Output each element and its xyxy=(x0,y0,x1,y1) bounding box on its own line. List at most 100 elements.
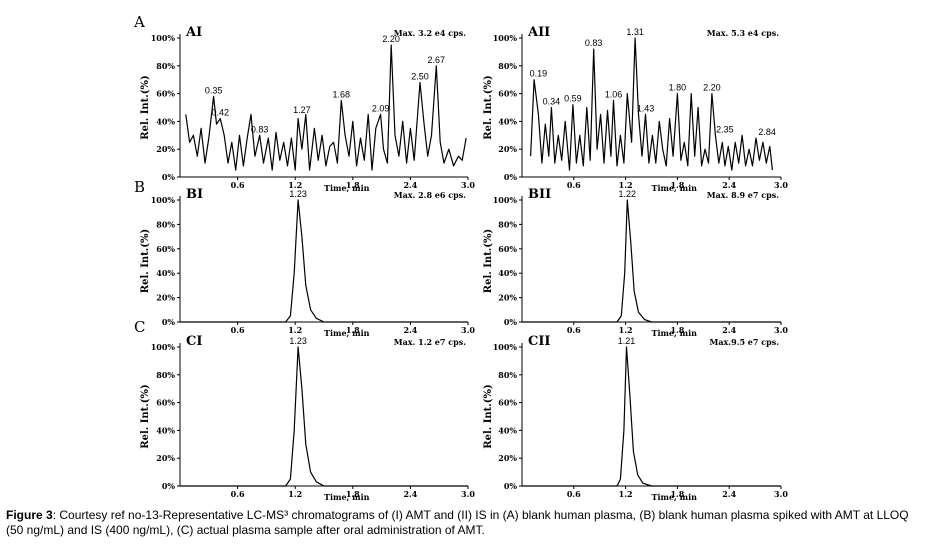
x-tick-label: 1.8 xyxy=(346,325,360,335)
x-tick-label: 2.4 xyxy=(722,325,736,335)
y-tick-label: 80% xyxy=(498,61,517,71)
y-tick-label: 100% xyxy=(151,33,176,43)
x-tick-label: 0.6 xyxy=(567,489,581,499)
x-axis-label: Time, min xyxy=(652,328,698,338)
x-tick-label: 3.0 xyxy=(461,489,475,499)
peak-label: 0.35 xyxy=(205,85,223,95)
x-tick-label: 3.0 xyxy=(774,325,788,335)
x-tick-label: 1.8 xyxy=(670,325,684,335)
y-axis-label: Rel. Int.(%) xyxy=(483,229,494,293)
y-tick-label: 60% xyxy=(156,244,175,254)
peak-label: 1.80 xyxy=(669,83,687,93)
x-tick-label: 1.2 xyxy=(288,325,302,335)
y-tick-label: 0% xyxy=(504,172,518,182)
panel-ci: 0% 20% 40% 60% 80% 100% 0.6 1.2 1.8 2.4 3.0 Time, m… xyxy=(140,334,475,502)
panel-label: BII xyxy=(528,187,551,202)
x-tick-label: 1.8 xyxy=(670,489,684,499)
peak-label: 1.27 xyxy=(293,105,311,115)
max-intensity-label: Max. 1.2 e7 cps. xyxy=(394,337,466,347)
x-axis-label: Time, min xyxy=(652,492,698,502)
y-tick-label: 60% xyxy=(156,398,175,408)
x-axis-label: Time, min xyxy=(324,183,370,193)
peak-label: 2.67 xyxy=(428,55,446,65)
max-intensity-label: Max. 3.2 e4 cps. xyxy=(394,28,466,38)
x-axis-label: Time, min xyxy=(324,492,370,502)
peak-label: 2.35 xyxy=(716,124,734,134)
peak-label: 0.34 xyxy=(543,97,561,107)
panel-label: BI xyxy=(186,187,203,202)
panel-label: CI xyxy=(186,334,202,349)
peak-label: 2.20 xyxy=(382,34,400,44)
peak-label: 0.83 xyxy=(251,124,269,134)
y-tick-label: 0% xyxy=(162,481,176,491)
y-tick-label: 40% xyxy=(498,425,517,435)
x-axis-label: Time, min xyxy=(652,183,698,193)
y-tick-label: 20% xyxy=(498,293,517,303)
panel-bi: 0% 20% 40% 60% 80% 100% 0.6 1.2 1.8 2.4 3.0 Time, m… xyxy=(140,187,475,338)
y-tick-label: 0% xyxy=(504,317,518,327)
x-tick-label: 2.4 xyxy=(403,325,417,335)
panel-bii: 0% 20% 40% 60% 80% 100% 0.6 1.2 1.8 2.4 3.0 Time, m… xyxy=(483,187,788,338)
peak-label: 1.23 xyxy=(289,189,307,199)
row-label-a: A xyxy=(133,13,145,31)
peak-label: 1.68 xyxy=(333,90,351,100)
panel-label: AII xyxy=(527,25,550,40)
panel-label: CII xyxy=(528,334,551,349)
max-intensity-label: Max. 8.9 e7 cps. xyxy=(707,190,779,200)
x-tick-label: 1.2 xyxy=(288,489,302,499)
x-tick-label: 2.4 xyxy=(403,180,417,190)
y-tick-label: 100% xyxy=(151,195,176,205)
y-tick-label: 40% xyxy=(156,116,175,126)
row-label-c: C xyxy=(134,318,145,336)
y-tick-label: 40% xyxy=(156,268,175,278)
series-line-cii xyxy=(522,346,781,487)
peak-label: 0.42 xyxy=(212,108,230,118)
x-tick-label: 1.2 xyxy=(619,489,633,499)
x-tick-label: 0.6 xyxy=(231,325,245,335)
x-tick-label: 2.4 xyxy=(722,489,736,499)
y-tick-label: 80% xyxy=(156,370,175,380)
y-tick-label: 20% xyxy=(498,453,517,463)
y-tick-label: 40% xyxy=(498,116,517,126)
x-tick-label: 1.2 xyxy=(619,180,633,190)
peak-label: 2.20 xyxy=(703,83,721,93)
x-tick-label: 0.6 xyxy=(567,325,581,335)
peak-label: 2.09 xyxy=(372,103,390,113)
x-tick-label: 3.0 xyxy=(461,180,475,190)
peak-label: 1.23 xyxy=(289,336,307,346)
y-axis-label: Rel. Int.(%) xyxy=(140,75,151,139)
panel-cii: 0% 20% 40% 60% 80% 100% 0.6 1.2 1.8 2.4 3.0 Time, m… xyxy=(483,334,788,502)
y-tick-label: 60% xyxy=(156,89,175,99)
panel-aii: 0% 20% 40% 60% 80% 100% 0.6 1.2 1.8 2.4 3.0 Time, m… xyxy=(483,25,788,193)
series-line-bi xyxy=(180,199,468,323)
y-tick-label: 100% xyxy=(151,342,176,352)
peak-label: 2.84 xyxy=(758,127,776,137)
x-tick-label: 0.6 xyxy=(231,489,245,499)
figure-caption: Figure 3: Courtesy ref no-13-Representat… xyxy=(6,508,926,538)
y-tick-label: 60% xyxy=(498,89,517,99)
series-line-ai xyxy=(185,44,467,171)
y-tick-label: 0% xyxy=(162,172,176,182)
peak-label: 0.59 xyxy=(564,94,582,104)
x-tick-label: 3.0 xyxy=(461,325,475,335)
x-tick-label: 1.8 xyxy=(670,180,684,190)
y-tick-label: 20% xyxy=(156,144,175,154)
peak-label: 2.50 xyxy=(411,71,429,81)
caption-label: Figure 3 xyxy=(6,508,53,522)
series-line-aii xyxy=(530,37,773,171)
max-intensity-label: Max.9.5 e7 cps. xyxy=(710,337,780,347)
y-tick-label: 20% xyxy=(156,293,175,303)
peak-label: 0.83 xyxy=(585,38,603,48)
x-tick-label: 0.6 xyxy=(567,180,581,190)
y-tick-label: 80% xyxy=(156,61,175,71)
y-axis-label: Rel. Int.(%) xyxy=(483,75,494,139)
max-intensity-label: Max. 5.3 e4 cps. xyxy=(707,28,779,38)
y-axis-label: Rel. Int.(%) xyxy=(140,384,151,448)
x-tick-label: 3.0 xyxy=(774,180,788,190)
y-tick-label: 80% xyxy=(156,219,175,229)
peak-label: 1.21 xyxy=(618,336,636,346)
x-axis-label: Time, min xyxy=(324,328,370,338)
y-tick-label: 100% xyxy=(493,33,518,43)
x-tick-label: 0.6 xyxy=(231,180,245,190)
row-label-b: B xyxy=(134,178,145,196)
